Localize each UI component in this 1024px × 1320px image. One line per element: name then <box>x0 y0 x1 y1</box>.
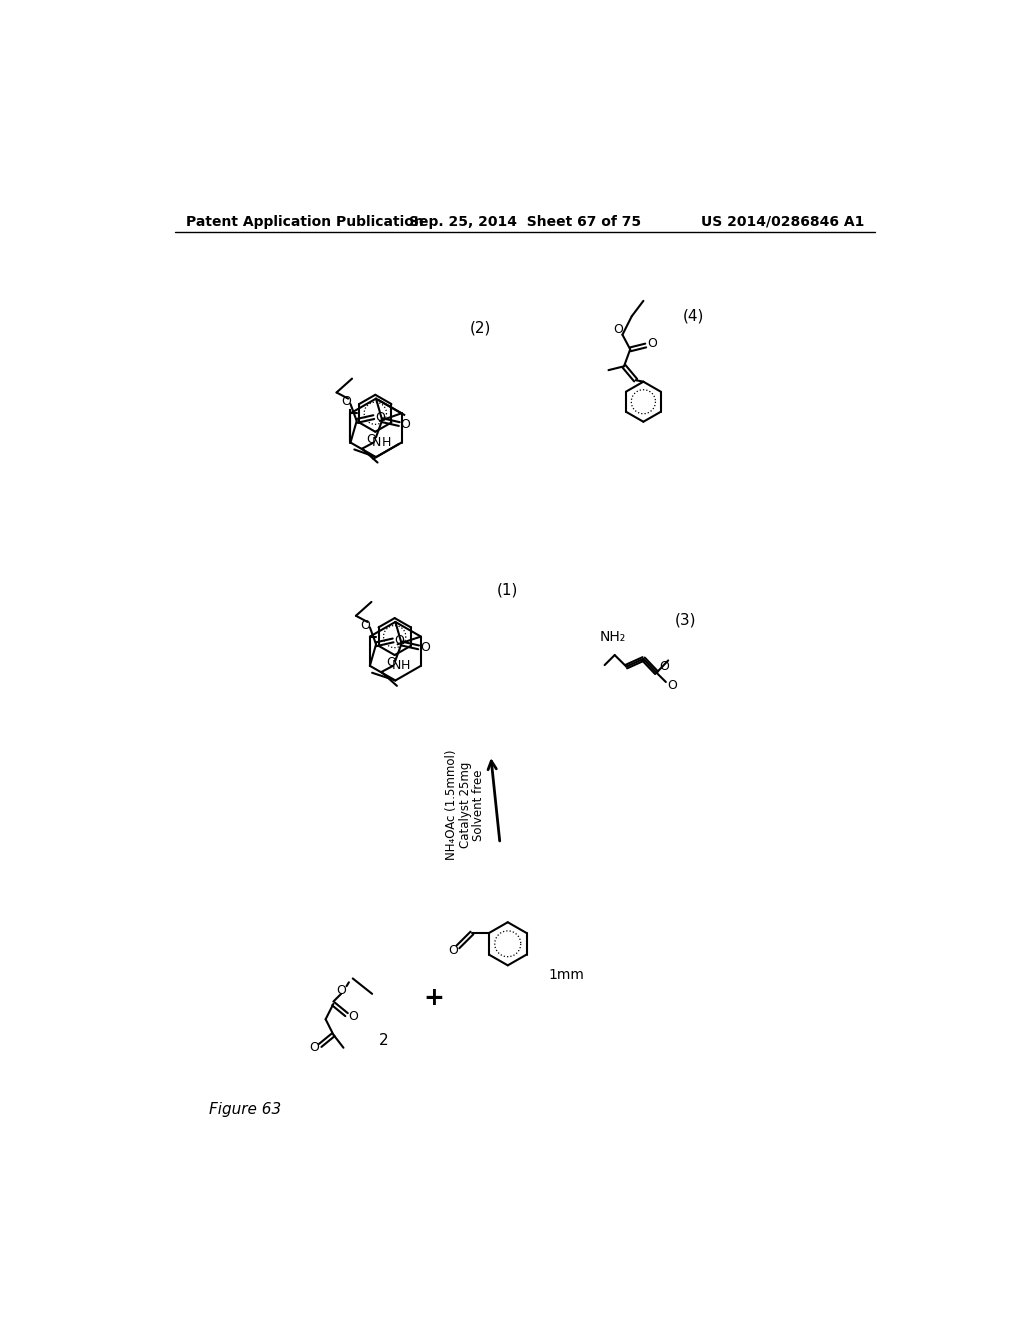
Text: O: O <box>647 338 656 351</box>
Text: O: O <box>367 433 376 446</box>
Text: H: H <box>400 659 410 672</box>
Text: NH₂: NH₂ <box>599 631 626 644</box>
Text: Patent Application Publication: Patent Application Publication <box>186 215 424 228</box>
Text: Sep. 25, 2014  Sheet 67 of 75: Sep. 25, 2014 Sheet 67 of 75 <box>409 215 641 228</box>
Text: (1): (1) <box>497 582 518 597</box>
Text: O: O <box>394 634 404 647</box>
Text: NH₄OAc (1.5mmol): NH₄OAc (1.5mmol) <box>445 750 459 861</box>
Text: O: O <box>360 619 370 631</box>
Text: O: O <box>341 395 351 408</box>
Text: Catalyst 25mg: Catalyst 25mg <box>459 762 472 849</box>
Text: N: N <box>391 659 400 672</box>
Text: (2): (2) <box>470 321 492 335</box>
Text: Figure 63: Figure 63 <box>209 1102 282 1117</box>
Text: (3): (3) <box>675 612 696 628</box>
Text: O: O <box>420 640 430 653</box>
Text: O: O <box>613 323 624 335</box>
Text: Solvent free: Solvent free <box>472 770 484 841</box>
Text: N: N <box>372 436 381 449</box>
Text: +: + <box>424 986 444 1010</box>
Text: O: O <box>667 678 677 692</box>
Text: O: O <box>449 944 459 957</box>
Text: O: O <box>348 1010 357 1023</box>
Text: US 2014/0286846 A1: US 2014/0286846 A1 <box>700 215 864 228</box>
Text: O: O <box>375 411 385 424</box>
Text: 2: 2 <box>379 1032 388 1048</box>
Text: O: O <box>309 1041 318 1055</box>
Text: H: H <box>381 436 391 449</box>
Text: 1mm: 1mm <box>548 968 584 982</box>
Text: O: O <box>386 656 395 669</box>
Text: O: O <box>659 660 670 673</box>
Text: (4): (4) <box>683 309 705 323</box>
Text: O: O <box>336 983 346 997</box>
Text: O: O <box>400 417 411 430</box>
